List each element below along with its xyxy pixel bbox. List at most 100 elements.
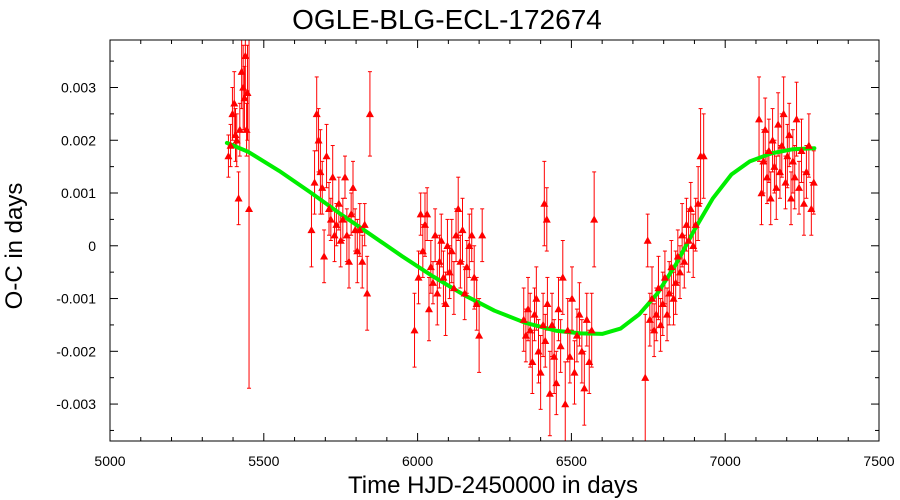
data-point — [528, 357, 537, 366]
data-point — [667, 262, 676, 271]
data-point — [587, 326, 596, 334]
data-point — [790, 173, 799, 181]
data-point — [478, 231, 487, 239]
data-point — [332, 220, 341, 228]
data-point — [328, 173, 337, 181]
x-axis-label: Time HJD-2450000 in days — [348, 472, 638, 499]
data-point — [424, 305, 433, 313]
data-point — [689, 241, 698, 249]
data-point — [802, 167, 811, 176]
data-point — [414, 273, 423, 281]
data-point — [565, 352, 574, 360]
data-point — [431, 231, 440, 239]
data-point — [809, 178, 818, 186]
y-tick-label: -0.003 — [56, 396, 96, 412]
data-point — [360, 220, 369, 228]
data-point — [807, 204, 816, 213]
data-point — [526, 326, 535, 334]
data-point — [785, 130, 794, 139]
data-point — [768, 136, 777, 144]
data-point — [240, 94, 249, 102]
data-point — [643, 236, 652, 244]
data-point — [242, 125, 251, 133]
data-point — [656, 320, 665, 329]
data-point — [671, 278, 680, 286]
data-point — [441, 299, 450, 308]
data-point — [237, 67, 246, 75]
data-point — [310, 178, 319, 186]
data-point — [475, 331, 484, 339]
data-point — [307, 225, 316, 234]
data-point — [652, 310, 661, 318]
data-point — [521, 331, 530, 339]
data-point — [318, 183, 327, 191]
data-point — [673, 252, 682, 260]
data-point — [561, 400, 570, 408]
y-tick-label: 0 — [88, 238, 96, 254]
data-point — [543, 299, 552, 308]
data-point — [452, 231, 461, 239]
data-point — [420, 220, 429, 228]
data-point — [682, 220, 691, 228]
data-point — [226, 141, 235, 149]
y-tick-label: -0.001 — [56, 291, 96, 307]
data-point — [353, 247, 362, 255]
data-point — [539, 320, 548, 329]
data-point — [410, 326, 419, 334]
data-point — [641, 373, 650, 381]
data-point — [363, 289, 372, 297]
data-point — [694, 199, 703, 207]
data-point — [326, 215, 335, 223]
data-point — [554, 305, 563, 313]
data-point — [684, 236, 693, 244]
data-point — [325, 204, 334, 213]
data-point — [577, 347, 586, 355]
plot-area: 5000 5500 6000 6500 7000 7500 0.003 0.002 0.001 0… — [56, 39, 895, 469]
data-point — [241, 51, 250, 60]
data-point — [669, 294, 678, 302]
y-tick-label: 0.002 — [61, 132, 96, 148]
data-point — [341, 173, 350, 181]
data-point — [764, 146, 773, 155]
data-point — [799, 199, 808, 207]
data-point — [757, 189, 766, 197]
data-point — [787, 194, 796, 202]
data-point — [590, 215, 599, 223]
data-point — [239, 83, 248, 91]
y-tick-label: 0.003 — [61, 79, 96, 95]
data-point — [660, 273, 669, 281]
data-point — [542, 215, 551, 223]
y-tick-label: -0.002 — [56, 343, 96, 359]
data-point — [783, 152, 792, 160]
data-point — [445, 268, 454, 276]
x-tick-label: 7000 — [710, 453, 741, 469]
data-point — [316, 167, 325, 176]
data-point — [691, 220, 700, 228]
data-point — [465, 241, 474, 249]
data-point — [795, 183, 804, 191]
data-point — [243, 88, 252, 96]
data-point — [447, 247, 456, 255]
data-point — [228, 109, 237, 118]
data-point — [658, 299, 667, 308]
data-point — [792, 115, 801, 123]
data-point — [470, 273, 479, 281]
x-tick-label: 6500 — [556, 453, 587, 469]
data-point — [680, 257, 689, 265]
data-point — [245, 204, 254, 213]
data-point — [556, 342, 565, 350]
data-point — [530, 310, 539, 318]
data-point — [355, 225, 364, 234]
data-point — [763, 173, 772, 181]
data-point — [580, 384, 589, 392]
fit-curve — [224, 140, 817, 336]
data-point — [582, 315, 591, 323]
data-point — [534, 347, 543, 355]
data-point — [458, 225, 467, 234]
data-point — [675, 268, 684, 276]
data-point — [312, 109, 321, 118]
data-point — [235, 125, 244, 133]
data-point — [443, 241, 452, 249]
data-point — [454, 204, 463, 213]
